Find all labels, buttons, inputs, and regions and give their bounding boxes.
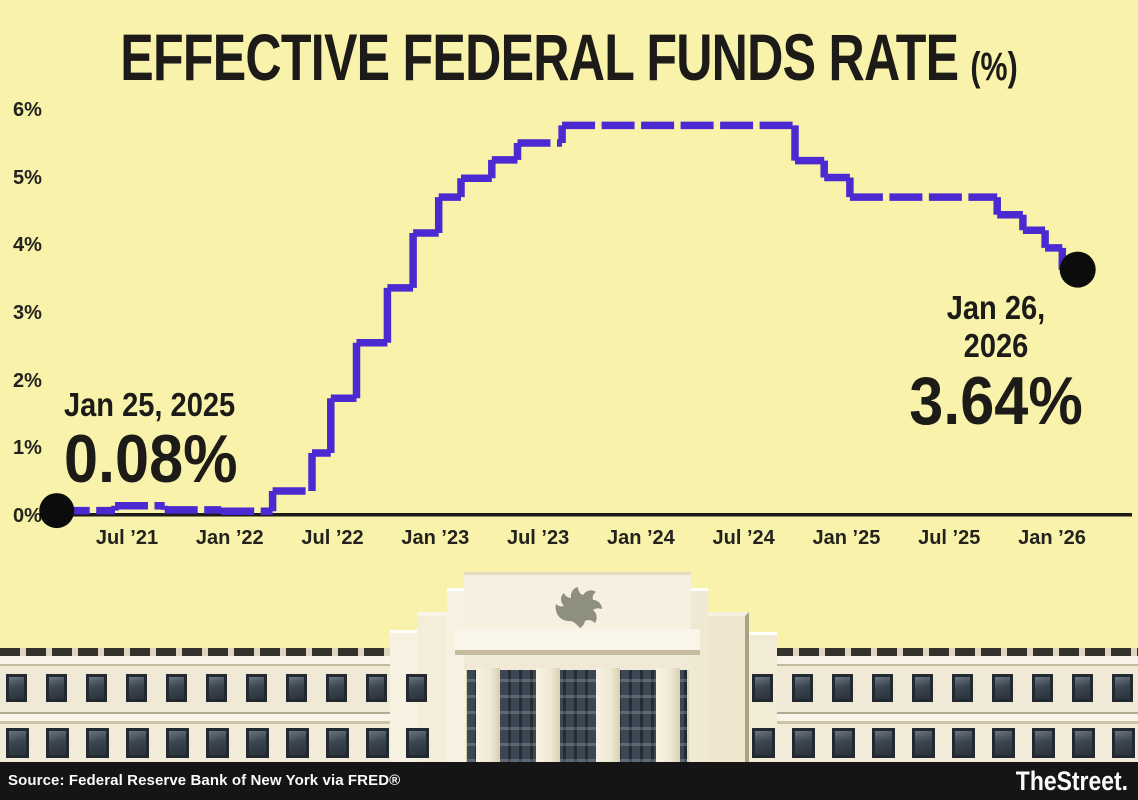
start-date-label: Jan 25, 2025 [64,386,236,423]
building-window [1032,674,1053,702]
building-window [286,728,309,758]
x-tick-label: Jul ’21 [95,527,159,549]
x-axis-line [42,513,1132,517]
building-window [752,728,775,758]
building-window [952,728,975,758]
rate-line-horizontal-segments [56,121,1078,516]
building-window [832,674,853,702]
entablature [455,629,700,655]
x-tick-label: Jan ’26 [1018,527,1086,549]
cornice-band [747,648,1138,656]
y-tick-label: 5% [13,166,42,189]
y-tick-label: 0% [13,505,42,527]
title-unit: (%) [970,45,1018,89]
building-window [1112,674,1133,702]
rate-line-vertical-segments [111,125,1067,512]
footer-bar: Source: Federal Reserve Bank of New York… [0,762,1138,800]
x-tick-label: Jul ’25 [918,527,981,549]
building-window [832,728,855,758]
title-text: EFFECTIVE FEDERAL FUNDS RATE [120,20,959,94]
ledge [747,656,1138,666]
building-window [206,674,227,702]
ledge [0,656,430,666]
end-annotation: Jan 26, 2026 3.64% [900,289,1093,437]
step-line-chart [39,121,1132,529]
building-window [406,728,429,758]
y-tick-label: 1% [13,437,42,460]
belt-course [0,712,430,724]
x-tick-label: Jan ’23 [401,527,470,549]
building-window [1032,728,1055,758]
column [656,668,680,762]
building-window [326,674,347,702]
building-window [1072,728,1095,758]
y-tick-label: 2% [13,369,42,392]
building-window [126,728,149,758]
building-window [1072,674,1093,702]
building-window [872,674,893,702]
x-tick-label: Jul ’24 [712,527,775,549]
belt-course [747,712,1138,724]
cornice-band [0,648,430,656]
building-window [246,674,267,702]
page-title: EFFECTIVE FEDERAL FUNDS RATE (%) [120,24,1017,90]
building-window [86,728,109,758]
y-tick-label: 6% [13,98,42,121]
building-window [752,674,773,702]
building-window [86,674,107,702]
building-window [46,728,69,758]
column [476,668,500,762]
building-window [992,674,1013,702]
building-window [246,728,269,758]
end-value-label: 3.64% [909,363,1083,439]
building-window [366,674,387,702]
building-window [366,728,389,758]
building-window [912,728,935,758]
x-tick-label: Jan ’22 [195,527,264,549]
building-window [206,728,229,758]
x-tick-label: Jan ’24 [606,527,675,549]
building-window [952,674,973,702]
building-window [912,674,933,702]
building-window [992,728,1015,758]
end-date-label: Jan 26, 2026 [946,289,1046,364]
frieze [464,655,691,670]
x-tick-label: Jan ’25 [812,527,881,549]
building-window [166,674,187,702]
building-window [46,674,67,702]
building-window [792,728,815,758]
building-window [166,728,189,758]
building-window [126,674,147,702]
start-value-label: 0.08% [64,421,238,497]
end-point-marker [1059,251,1096,288]
column [596,668,620,762]
building-window [1112,728,1135,758]
building-window [326,728,349,758]
thestreet-logo: TheStreet. [1015,766,1128,796]
start-annotation: Jan 25, 2025 0.08% [64,386,259,494]
colonnade-glazing [467,670,687,762]
start-point-marker [39,493,75,529]
building-window [286,674,307,702]
building-window [792,674,813,702]
x-tick-label: Jul ’23 [506,527,570,549]
building-window [872,728,895,758]
y-tick-label: 4% [13,234,42,257]
eagle-statue-icon [555,587,602,628]
setback-block [702,612,749,762]
building-window [6,728,29,758]
y-tick-label: 3% [13,301,42,324]
x-tick-label: Jul ’22 [301,527,364,549]
column [536,668,560,762]
building-window [406,674,427,702]
building-window [6,674,27,702]
source-credit: Source: Federal Reserve Bank of New York… [8,772,401,789]
